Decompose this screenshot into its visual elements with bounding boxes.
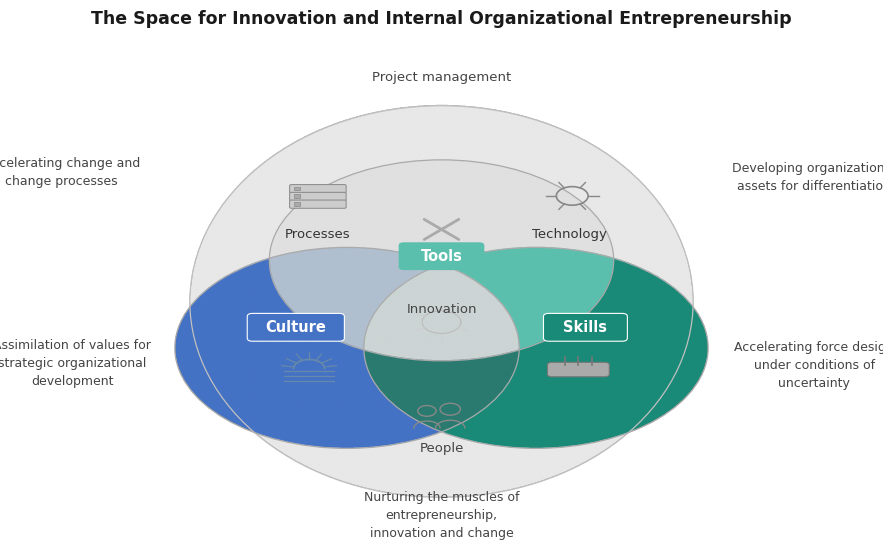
Text: People: People bbox=[419, 442, 464, 455]
FancyBboxPatch shape bbox=[399, 242, 484, 270]
Text: Accelerating change and
change processes: Accelerating change and change processes bbox=[0, 157, 140, 188]
Text: Skills: Skills bbox=[563, 320, 608, 335]
FancyBboxPatch shape bbox=[290, 192, 346, 201]
Text: Nurturing the muscles of
entrepreneurship,
innovation and change: Nurturing the muscles of entrepreneurshi… bbox=[364, 491, 519, 540]
Text: Project management: Project management bbox=[372, 71, 511, 84]
Bar bbox=[294, 187, 300, 190]
FancyBboxPatch shape bbox=[290, 184, 346, 193]
Bar bbox=[294, 194, 300, 198]
FancyBboxPatch shape bbox=[544, 314, 627, 341]
Text: Developing organizational
assets for differentiation: Developing organizational assets for dif… bbox=[732, 162, 883, 193]
FancyBboxPatch shape bbox=[547, 362, 609, 377]
Text: Processes: Processes bbox=[285, 228, 351, 241]
Text: The Space for Innovation and Internal Organizational Entrepreneurship: The Space for Innovation and Internal Or… bbox=[91, 11, 792, 28]
Text: Accelerating force design
under conditions of
uncertainty: Accelerating force design under conditio… bbox=[735, 341, 883, 391]
FancyBboxPatch shape bbox=[247, 314, 344, 341]
Text: Culture: Culture bbox=[266, 320, 326, 335]
Text: Assimilation of values for
strategic organizational
development: Assimilation of values for strategic org… bbox=[0, 339, 151, 388]
Text: Tools: Tools bbox=[420, 249, 463, 264]
Bar bbox=[294, 202, 300, 206]
Text: Innovation: Innovation bbox=[406, 303, 477, 316]
Text: Technology: Technology bbox=[532, 228, 607, 241]
FancyBboxPatch shape bbox=[290, 200, 346, 208]
